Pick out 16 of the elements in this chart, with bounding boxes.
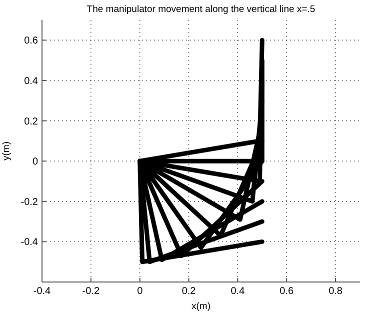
y-tick-label: -0.2: [20, 196, 38, 208]
y-tick-label: 0.2: [24, 116, 38, 128]
chart-title: The manipulator movement along the vertical line x=.5: [86, 4, 316, 15]
y-tick-label: 0.4: [24, 76, 38, 87]
y-tick-label: -0.4: [20, 237, 38, 248]
y-tick-label: 0: [32, 156, 38, 168]
x-tick-label: 0.8: [328, 286, 343, 297]
x-axis-title: x(m): [192, 301, 210, 312]
x-tick-label: 0.2: [182, 286, 196, 297]
x-tick-label: 0.4: [230, 286, 246, 297]
y-tick-label: 0.6: [24, 36, 38, 47]
y-axis-title: y(m): [1, 142, 12, 160]
x-tick-label: 0: [137, 286, 144, 297]
x-tick-label: 0.6: [280, 286, 294, 297]
x-tick-label: -0.4: [33, 286, 52, 297]
x-tick-label: -0.2: [82, 286, 100, 297]
